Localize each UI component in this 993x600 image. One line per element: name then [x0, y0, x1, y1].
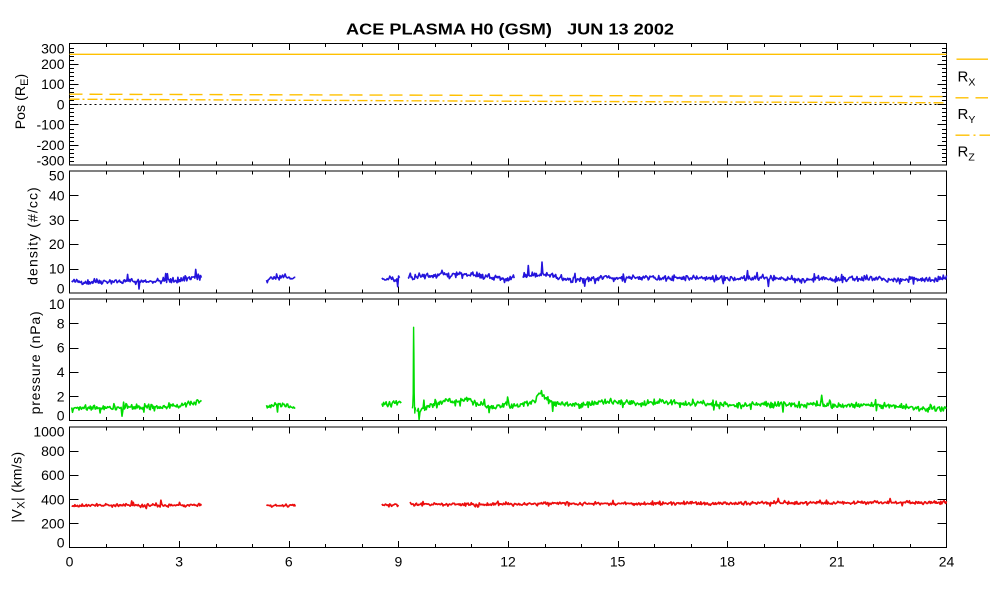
svg-text:|VX| (km/s): |VX| (km/s): [9, 451, 28, 522]
svg-text:30: 30: [49, 212, 65, 228]
svg-text:10: 10: [49, 261, 65, 277]
svg-text:21: 21: [829, 554, 845, 570]
svg-text:12: 12: [500, 554, 516, 570]
svg-text:RY: RY: [958, 106, 976, 126]
svg-text:-200: -200: [36, 137, 64, 153]
svg-text:ACE PLASMA H0 (GSM) JUN 13 2: ACE PLASMA H0 (GSM) JUN 13 2002: [346, 22, 674, 39]
svg-text:density (#/cc): density (#/cc): [25, 186, 41, 285]
svg-text:300: 300: [41, 40, 65, 56]
svg-text:24: 24: [939, 554, 955, 570]
svg-text:50: 50: [49, 168, 65, 184]
svg-text:200: 200: [41, 56, 65, 72]
svg-text:1000: 1000: [33, 424, 64, 440]
svg-text:0: 0: [57, 96, 65, 112]
svg-text:-300: -300: [36, 152, 64, 168]
svg-text:6: 6: [57, 340, 65, 356]
svg-text:Pos (RE): Pos (RE): [12, 74, 31, 130]
svg-text:0: 0: [57, 408, 65, 424]
svg-text:10: 10: [49, 296, 65, 312]
svg-text:800: 800: [41, 443, 65, 459]
svg-text:-100: -100: [36, 117, 64, 133]
svg-text:600: 600: [41, 467, 65, 483]
svg-text:100: 100: [41, 76, 65, 92]
svg-text:6: 6: [285, 554, 293, 570]
svg-text:0: 0: [57, 535, 65, 551]
svg-text:RZ: RZ: [958, 144, 976, 164]
svg-text:RX: RX: [958, 69, 976, 89]
svg-text:18: 18: [719, 554, 735, 570]
svg-text:0: 0: [57, 280, 65, 296]
svg-text:40: 40: [49, 187, 65, 203]
svg-text:9: 9: [394, 554, 402, 570]
svg-text:3: 3: [175, 554, 183, 570]
svg-text:0: 0: [66, 554, 74, 570]
svg-text:8: 8: [57, 315, 65, 331]
svg-text:2: 2: [57, 388, 65, 404]
svg-text:15: 15: [610, 554, 626, 570]
svg-text:pressure (nPa): pressure (nPa): [27, 311, 43, 415]
svg-text:200: 200: [41, 515, 65, 531]
svg-text:20: 20: [49, 236, 65, 252]
svg-text:4: 4: [57, 364, 65, 380]
svg-text:400: 400: [41, 491, 65, 507]
